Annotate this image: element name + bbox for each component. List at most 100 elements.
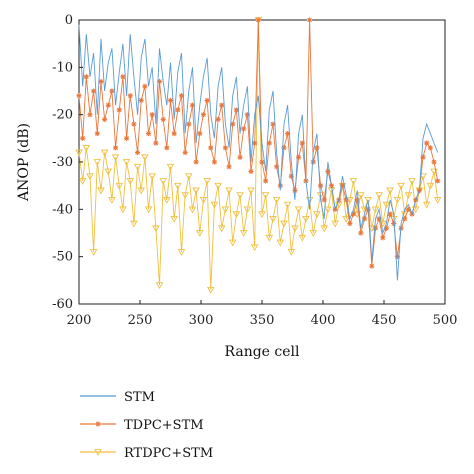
data-point bbox=[431, 159, 437, 165]
data-point bbox=[230, 121, 236, 127]
data-point bbox=[197, 131, 203, 137]
data-point bbox=[144, 206, 153, 214]
data-point bbox=[402, 216, 408, 222]
series-stm bbox=[78, 24, 439, 281]
data-point bbox=[94, 131, 100, 137]
data-point bbox=[302, 215, 310, 223]
data-point bbox=[237, 154, 243, 160]
legend-label: STM bbox=[124, 390, 155, 405]
data-point bbox=[375, 192, 383, 200]
data-point bbox=[310, 159, 316, 165]
x-axis-label: Range cell bbox=[224, 344, 300, 360]
y-axis: 0 -10 -20 -30 -40 -50 -60 bbox=[52, 13, 83, 312]
legend: STM TDPC+STM RTDPC+STM bbox=[80, 390, 213, 461]
data-point bbox=[320, 225, 328, 233]
data-point bbox=[393, 197, 402, 204]
data-point bbox=[91, 88, 97, 94]
data-point bbox=[186, 121, 192, 127]
data-point bbox=[100, 149, 109, 157]
data-point bbox=[210, 201, 219, 209]
data-point bbox=[236, 192, 244, 200]
data-point bbox=[386, 187, 394, 195]
data-point bbox=[170, 215, 178, 223]
data-point bbox=[228, 239, 237, 247]
data-point bbox=[86, 173, 94, 181]
data-point bbox=[185, 173, 193, 181]
data-point bbox=[203, 178, 211, 185]
data-point bbox=[217, 225, 226, 233]
y-axis-label: ANOP (dB) bbox=[16, 123, 32, 202]
data-point bbox=[153, 140, 159, 146]
data-point bbox=[404, 192, 413, 200]
data-point bbox=[347, 220, 353, 227]
y-tick-label: -60 bbox=[52, 297, 73, 312]
data-point bbox=[321, 197, 327, 203]
data-point bbox=[387, 211, 393, 217]
data-point bbox=[126, 178, 135, 185]
data-point bbox=[104, 168, 113, 176]
data-point bbox=[276, 239, 285, 247]
x-tick-label: 350 bbox=[250, 313, 275, 328]
data-point bbox=[255, 17, 261, 23]
data-point bbox=[371, 206, 380, 214]
data-point bbox=[397, 182, 405, 190]
data-point bbox=[411, 206, 420, 214]
data-point bbox=[211, 159, 218, 165]
data-point bbox=[148, 173, 156, 181]
data-point bbox=[294, 206, 303, 214]
legend-item: TDPC+STM bbox=[80, 418, 204, 433]
data-point bbox=[192, 187, 200, 195]
data-point bbox=[130, 220, 138, 228]
data-point bbox=[123, 135, 130, 141]
data-point bbox=[226, 164, 232, 170]
data-point bbox=[105, 102, 111, 108]
data-point bbox=[133, 163, 142, 171]
data-point bbox=[313, 211, 321, 218]
data-point bbox=[174, 182, 182, 190]
data-point bbox=[160, 116, 166, 122]
legend-marker bbox=[94, 449, 102, 456]
x-axis: 200 250 300 350 400 450 500 bbox=[67, 300, 457, 328]
x-tick-label: 300 bbox=[189, 313, 214, 328]
data-point bbox=[87, 112, 93, 118]
data-point bbox=[171, 131, 177, 137]
data-point bbox=[215, 116, 221, 122]
y-tick-label: -40 bbox=[52, 202, 73, 217]
data-point bbox=[291, 225, 299, 233]
x-tick-label: 250 bbox=[128, 313, 153, 328]
data-point bbox=[369, 263, 375, 269]
data-point bbox=[206, 286, 215, 294]
data-point bbox=[269, 215, 277, 223]
data-point bbox=[196, 230, 204, 237]
data-point bbox=[283, 201, 292, 209]
data-point bbox=[365, 206, 371, 212]
data-point bbox=[83, 74, 89, 80]
data-point bbox=[113, 145, 119, 151]
data-point bbox=[306, 17, 313, 23]
data-point bbox=[408, 178, 416, 185]
data-point bbox=[137, 187, 145, 195]
data-point bbox=[419, 173, 427, 181]
data-point bbox=[364, 197, 372, 204]
data-point bbox=[208, 145, 214, 151]
y-tick-label: 0 bbox=[65, 13, 73, 28]
x-tick-label: 200 bbox=[67, 313, 92, 328]
data-point bbox=[181, 192, 189, 200]
data-point bbox=[200, 112, 207, 118]
data-point bbox=[225, 187, 233, 195]
data-point bbox=[134, 149, 141, 156]
data-point bbox=[193, 159, 199, 165]
data-point bbox=[232, 211, 241, 218]
data-point bbox=[177, 249, 186, 256]
legend-item: RTDPC+STM bbox=[80, 446, 213, 461]
data-point bbox=[380, 235, 386, 241]
data-point bbox=[382, 201, 391, 209]
data-point bbox=[119, 206, 127, 214]
data-point bbox=[222, 145, 228, 151]
data-point bbox=[298, 234, 307, 242]
data-point bbox=[175, 107, 181, 113]
data-point bbox=[149, 112, 155, 118]
y-tick-label: -10 bbox=[52, 60, 73, 75]
data-point bbox=[252, 140, 258, 146]
